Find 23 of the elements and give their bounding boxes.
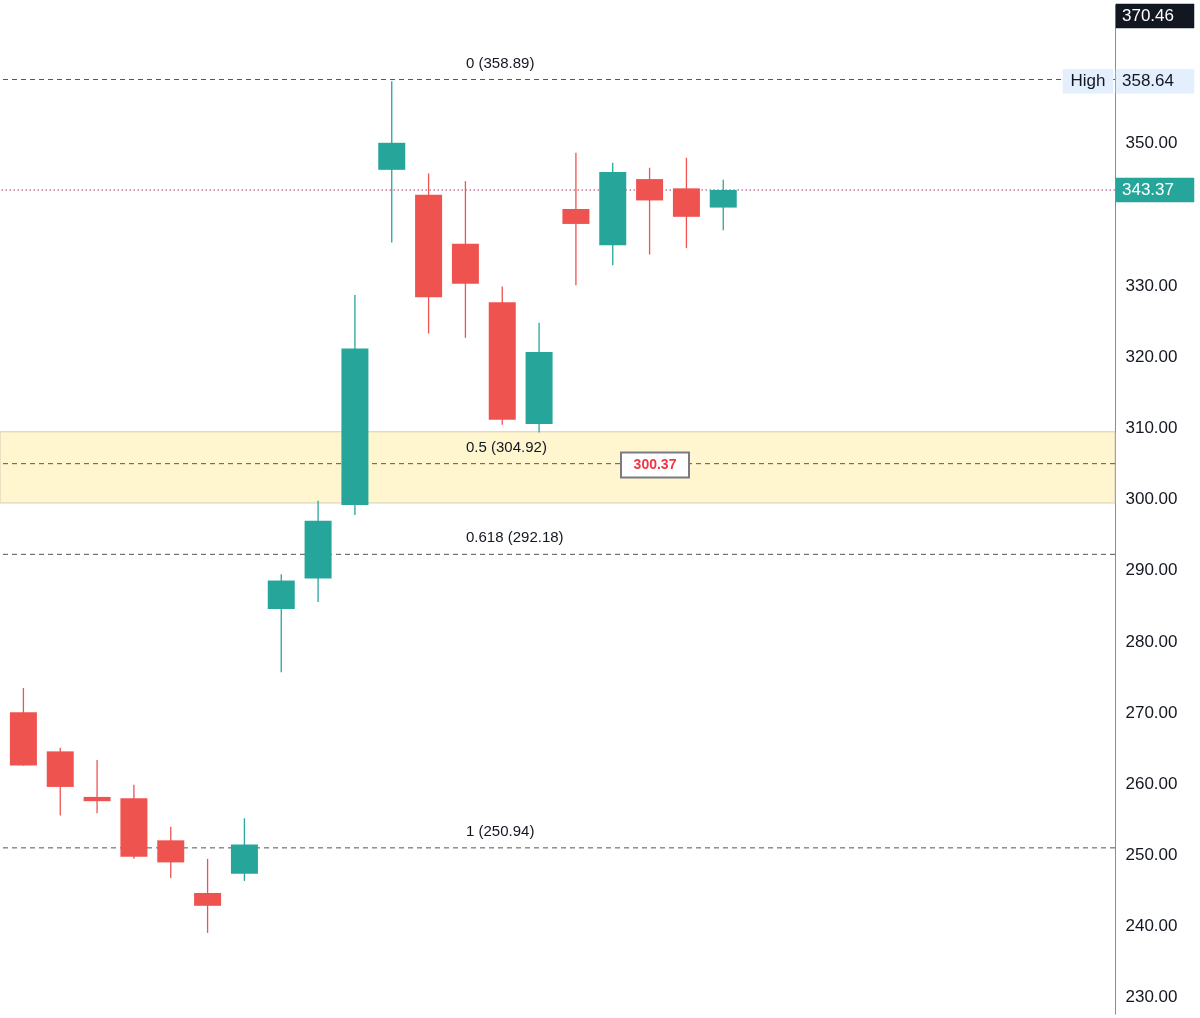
ref-line-label: 0.5 (304.92)	[466, 437, 547, 455]
ref-line-label: 0.618 (292.18)	[466, 528, 564, 546]
y-tick-label: 240.00	[1125, 916, 1178, 936]
y-tick-label: 260.00	[1125, 773, 1178, 793]
text: 358.64	[1122, 71, 1174, 91]
ref-line-label: 1 (250.94)	[466, 821, 535, 839]
y-tick-label: 250.00	[1125, 845, 1178, 865]
y-tick-label: 270.00	[1125, 702, 1178, 722]
y-tick-label: 230.00	[1125, 987, 1178, 1007]
y-tick-label: 350.00	[1125, 133, 1178, 153]
y-tick-label: 320.00	[1125, 346, 1178, 366]
text: 343.37	[1122, 179, 1174, 199]
candlestick	[83, 759, 111, 814]
y-tick-label: 290.00	[1125, 560, 1178, 580]
annotation: High	[1070, 71, 1106, 91]
text: 370.46	[1122, 6, 1174, 25]
y-tick-label: 300.00	[1125, 489, 1178, 509]
y-tick-label: 330.00	[1125, 275, 1178, 295]
y-tick-label: 280.00	[1125, 631, 1178, 651]
y-tick-label: 310.00	[1125, 418, 1178, 437]
candlestick	[562, 152, 590, 286]
annotation: 300.37	[633, 455, 677, 472]
ref-line-label: 0 (358.89)	[466, 53, 535, 71]
